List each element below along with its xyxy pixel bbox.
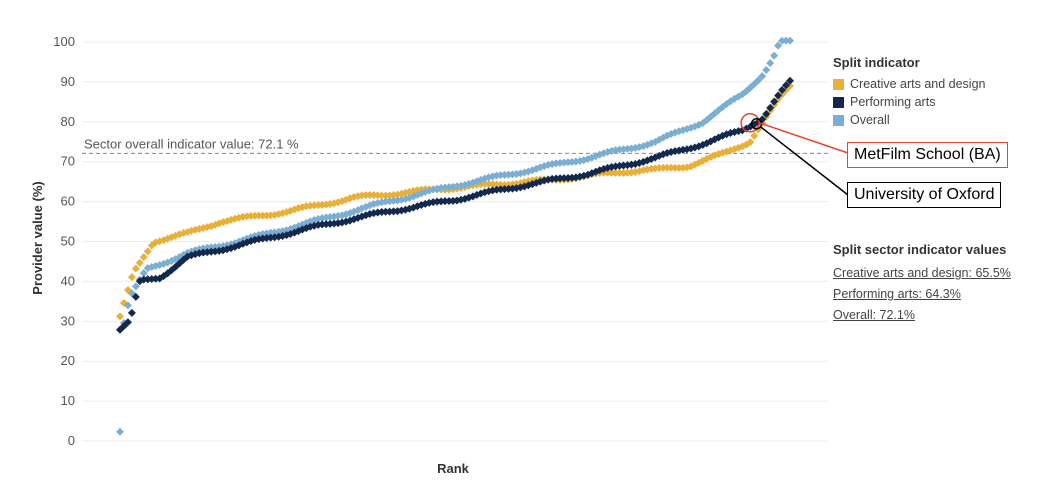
point-overall-143 xyxy=(682,125,691,134)
y-tick-label-80: 80 xyxy=(61,114,75,129)
y-tick-label-70: 70 xyxy=(61,154,75,169)
y-tick-label-20: 20 xyxy=(61,353,75,368)
legend-label-overall: Overall xyxy=(850,113,890,127)
point-performing-arts-163 xyxy=(762,110,771,119)
y-tick-label-30: 30 xyxy=(61,313,75,328)
point-performing-arts-165 xyxy=(770,97,779,106)
point-overall-2 xyxy=(123,301,132,310)
point-overall-162 xyxy=(758,72,767,81)
y-tick-label-10: 10 xyxy=(61,393,75,408)
point-performing-arts-166 xyxy=(774,91,783,100)
legend: Split indicator Creative arts and design… xyxy=(833,55,986,129)
point-creative-arts-and-design-160 xyxy=(750,131,759,140)
point-overall-161 xyxy=(754,76,763,85)
y-tick-label-50: 50 xyxy=(61,234,75,249)
y-tick-label-100: 100 xyxy=(53,34,75,49)
point-performing-arts-168 xyxy=(782,81,791,90)
legend-item-overall[interactable]: Overall xyxy=(833,111,986,129)
university-of-oxford-callout: University of Oxford xyxy=(847,182,1002,208)
point-creative-arts-and-design-5 xyxy=(135,258,144,267)
point-creative-arts-and-design-4 xyxy=(131,264,140,273)
point-performing-arts-2 xyxy=(123,318,132,327)
point-creative-arts-and-design-3 xyxy=(127,273,136,282)
point-overall-166 xyxy=(774,41,783,50)
legend-item-creative-arts[interactable]: Creative arts and design xyxy=(833,75,986,93)
legend-title: Split indicator xyxy=(833,55,920,70)
series-performing-arts xyxy=(116,76,794,334)
annotations xyxy=(740,113,849,196)
point-overall-169 xyxy=(786,36,794,45)
data-points xyxy=(116,36,794,436)
point-performing-arts-4 xyxy=(131,292,140,301)
legend-label-performing-arts: Performing arts xyxy=(850,95,936,109)
legend-swatch-overall xyxy=(833,114,844,126)
sector-reference-label: Sector overall indicator value: 72.1 % xyxy=(84,136,299,151)
y-tick-label-90: 90 xyxy=(61,74,75,89)
point-overall-4 xyxy=(131,282,140,291)
point-creative-arts-and-design-6 xyxy=(139,253,148,262)
oxford-leader-line xyxy=(760,126,849,196)
point-overall-164 xyxy=(766,59,775,68)
metfilm-leader-line xyxy=(758,122,849,154)
reference-line-group: Sector overall indicator value: 72.1 % xyxy=(82,136,828,154)
point-performing-arts-167 xyxy=(778,86,787,95)
point-creative-arts-and-design-159 xyxy=(746,138,755,147)
point-performing-arts-157 xyxy=(738,126,747,135)
point-creative-arts-and-design-0 xyxy=(116,312,124,321)
split-sector-creative-arts-link[interactable]: Creative arts and design: 65.5% xyxy=(833,266,1011,280)
point-creative-arts-and-design-34 xyxy=(250,211,259,220)
point-performing-arts-34 xyxy=(250,235,259,244)
y-tick-label-40: 40 xyxy=(61,273,75,288)
y-axis-ticks: 0 10 20 30 40 50 60 70 80 90 100 xyxy=(53,34,75,448)
split-sector-performing-arts-link[interactable]: Performing arts: 64.3% xyxy=(833,287,961,301)
y-tick-label-60: 60 xyxy=(61,194,75,209)
legend-label-creative-arts: Creative arts and design xyxy=(850,77,986,91)
x-axis-title: Rank xyxy=(437,461,470,476)
y-tick-label-0: 0 xyxy=(68,433,75,448)
point-performing-arts-164 xyxy=(766,103,775,112)
series-overall xyxy=(116,36,794,436)
point-overall-0 xyxy=(116,427,124,436)
point-performing-arts-169 xyxy=(786,76,794,85)
split-sector-overall-link[interactable]: Overall: 72.1% xyxy=(833,308,915,322)
point-overall-165 xyxy=(770,51,779,60)
point-creative-arts-and-design-2 xyxy=(123,285,132,294)
point-overall-6 xyxy=(139,269,148,278)
legend-item-performing-arts[interactable]: Performing arts xyxy=(833,93,986,111)
y-axis-title: Provider value (%) xyxy=(30,181,45,294)
split-sector-values: Split sector indicator values Creative a… xyxy=(833,242,1011,329)
grid-lines xyxy=(82,41,828,442)
legend-swatch-performing-arts xyxy=(833,96,844,108)
point-performing-arts-3 xyxy=(127,308,136,317)
metfilm-school-callout: MetFilm School (BA) xyxy=(847,142,1008,168)
legend-swatch-creative-arts xyxy=(833,78,844,90)
point-overall-163 xyxy=(762,65,771,74)
split-sector-title: Split sector indicator values xyxy=(833,242,1007,257)
point-creative-arts-and-design-7 xyxy=(143,247,152,256)
